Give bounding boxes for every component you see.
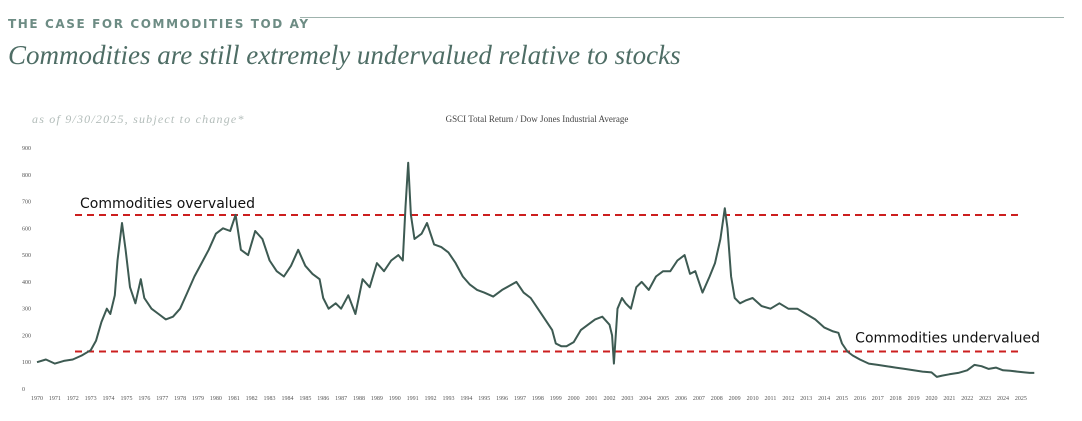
y-tick-label: 400 <box>22 280 31 286</box>
threshold-lines: Commodities overvalued Commodities underv… <box>75 196 1040 353</box>
x-axis-tick-labels: 1970 1971 1972 1973 1974 1975 1976 1977 1978 1979… <box>31 396 1027 402</box>
y-tick-label: 700 <box>22 200 31 206</box>
x-tick-label: 1988 <box>353 396 365 402</box>
y-tick-label: 500 <box>22 253 31 259</box>
x-tick-label: 1993 <box>442 396 454 402</box>
x-tick-label: 2023 <box>979 396 991 402</box>
x-tick-label: 1981 <box>228 396 240 402</box>
as-of-note: as of 9/30/2025, subject to change* <box>32 112 245 126</box>
x-tick-label: 2024 <box>997 396 1009 402</box>
x-tick-label: 2025 <box>1015 396 1027 402</box>
x-tick-label: 1975 <box>120 396 132 402</box>
x-tick-label: 2015 <box>836 396 848 402</box>
x-tick-label: 1971 <box>49 396 61 402</box>
x-tick-label: 2018 <box>890 396 902 402</box>
x-tick-label: 1995 <box>478 396 490 402</box>
y-tick-label: 800 <box>22 173 31 179</box>
x-tick-label: 1986 <box>317 396 329 402</box>
x-tick-label: 2000 <box>568 396 580 402</box>
x-tick-label: 2010 <box>747 396 759 402</box>
x-tick-label: 2006 <box>675 396 687 402</box>
x-tick-label: 2011 <box>765 396 777 402</box>
y-tick-label: 100 <box>22 360 31 366</box>
x-tick-label: 1982 <box>246 396 258 402</box>
x-tick-label: 1985 <box>299 396 311 402</box>
x-tick-label: 2019 <box>908 396 920 402</box>
threshold-annotation: Commodities overvalued <box>80 196 255 212</box>
y-tick-label: 0 <box>22 387 25 393</box>
x-tick-label: 1972 <box>67 396 79 402</box>
x-tick-label: 1996 <box>496 396 508 402</box>
x-tick-label: 1997 <box>514 396 526 402</box>
y-tick-label: 600 <box>22 226 31 232</box>
y-tick-label: 200 <box>22 333 31 339</box>
threshold-annotation: Commodities undervalued <box>855 331 1040 347</box>
x-tick-label: 2022 <box>961 396 973 402</box>
x-tick-label: 2021 <box>943 396 955 402</box>
x-tick-label: 2005 <box>657 396 669 402</box>
x-tick-label: 1990 <box>389 396 401 402</box>
x-tick-label: 1999 <box>550 396 562 402</box>
x-tick-label: 1989 <box>371 396 383 402</box>
x-tick-label: 1979 <box>192 396 204 402</box>
x-tick-label: 2007 <box>693 396 705 402</box>
x-tick-label: 1992 <box>425 396 437 402</box>
x-tick-label: 1994 <box>460 396 472 402</box>
x-tick-label: 2004 <box>639 396 651 402</box>
heading-rule <box>300 17 1064 18</box>
x-tick-label: 2012 <box>782 396 794 402</box>
y-axis-tick-labels: 0 100 200 300 400 500 600 700 800 900 <box>22 146 31 393</box>
x-tick-label: 1987 <box>335 396 347 402</box>
chart-title: GSCI Total Return / Dow Jones Industrial… <box>446 114 629 124</box>
section-heading: THE CASE FOR COMMODITIES TOD AY <box>8 17 310 31</box>
x-tick-label: 1973 <box>85 396 97 402</box>
x-tick-label: 2001 <box>586 396 598 402</box>
x-tick-label: 2020 <box>925 396 937 402</box>
x-tick-label: 1970 <box>31 396 43 402</box>
x-tick-label: 2014 <box>818 396 830 402</box>
x-tick-label: 1991 <box>407 396 419 402</box>
x-tick-label: 1978 <box>174 396 186 402</box>
x-tick-label: 1998 <box>532 396 544 402</box>
x-tick-label: 1976 <box>138 396 150 402</box>
x-tick-label: 2017 <box>872 396 884 402</box>
series-line <box>36 161 1035 378</box>
x-tick-label: 2002 <box>603 396 615 402</box>
y-tick-label: 300 <box>22 307 31 313</box>
x-tick-label: 2013 <box>800 396 812 402</box>
x-tick-label: 1974 <box>103 396 115 402</box>
x-tick-label: 2009 <box>729 396 741 402</box>
x-tick-label: 1984 <box>281 396 293 402</box>
page-title: Commodities are still extremely underval… <box>8 40 681 70</box>
x-tick-label: 1980 <box>210 396 222 402</box>
x-tick-label: 2016 <box>854 396 866 402</box>
x-tick-label: 2008 <box>711 396 723 402</box>
y-tick-label: 900 <box>22 146 31 152</box>
x-tick-label: 1977 <box>156 396 168 402</box>
series-group <box>36 161 1035 378</box>
x-tick-label: 2003 <box>621 396 633 402</box>
x-tick-label: 1983 <box>264 396 276 402</box>
